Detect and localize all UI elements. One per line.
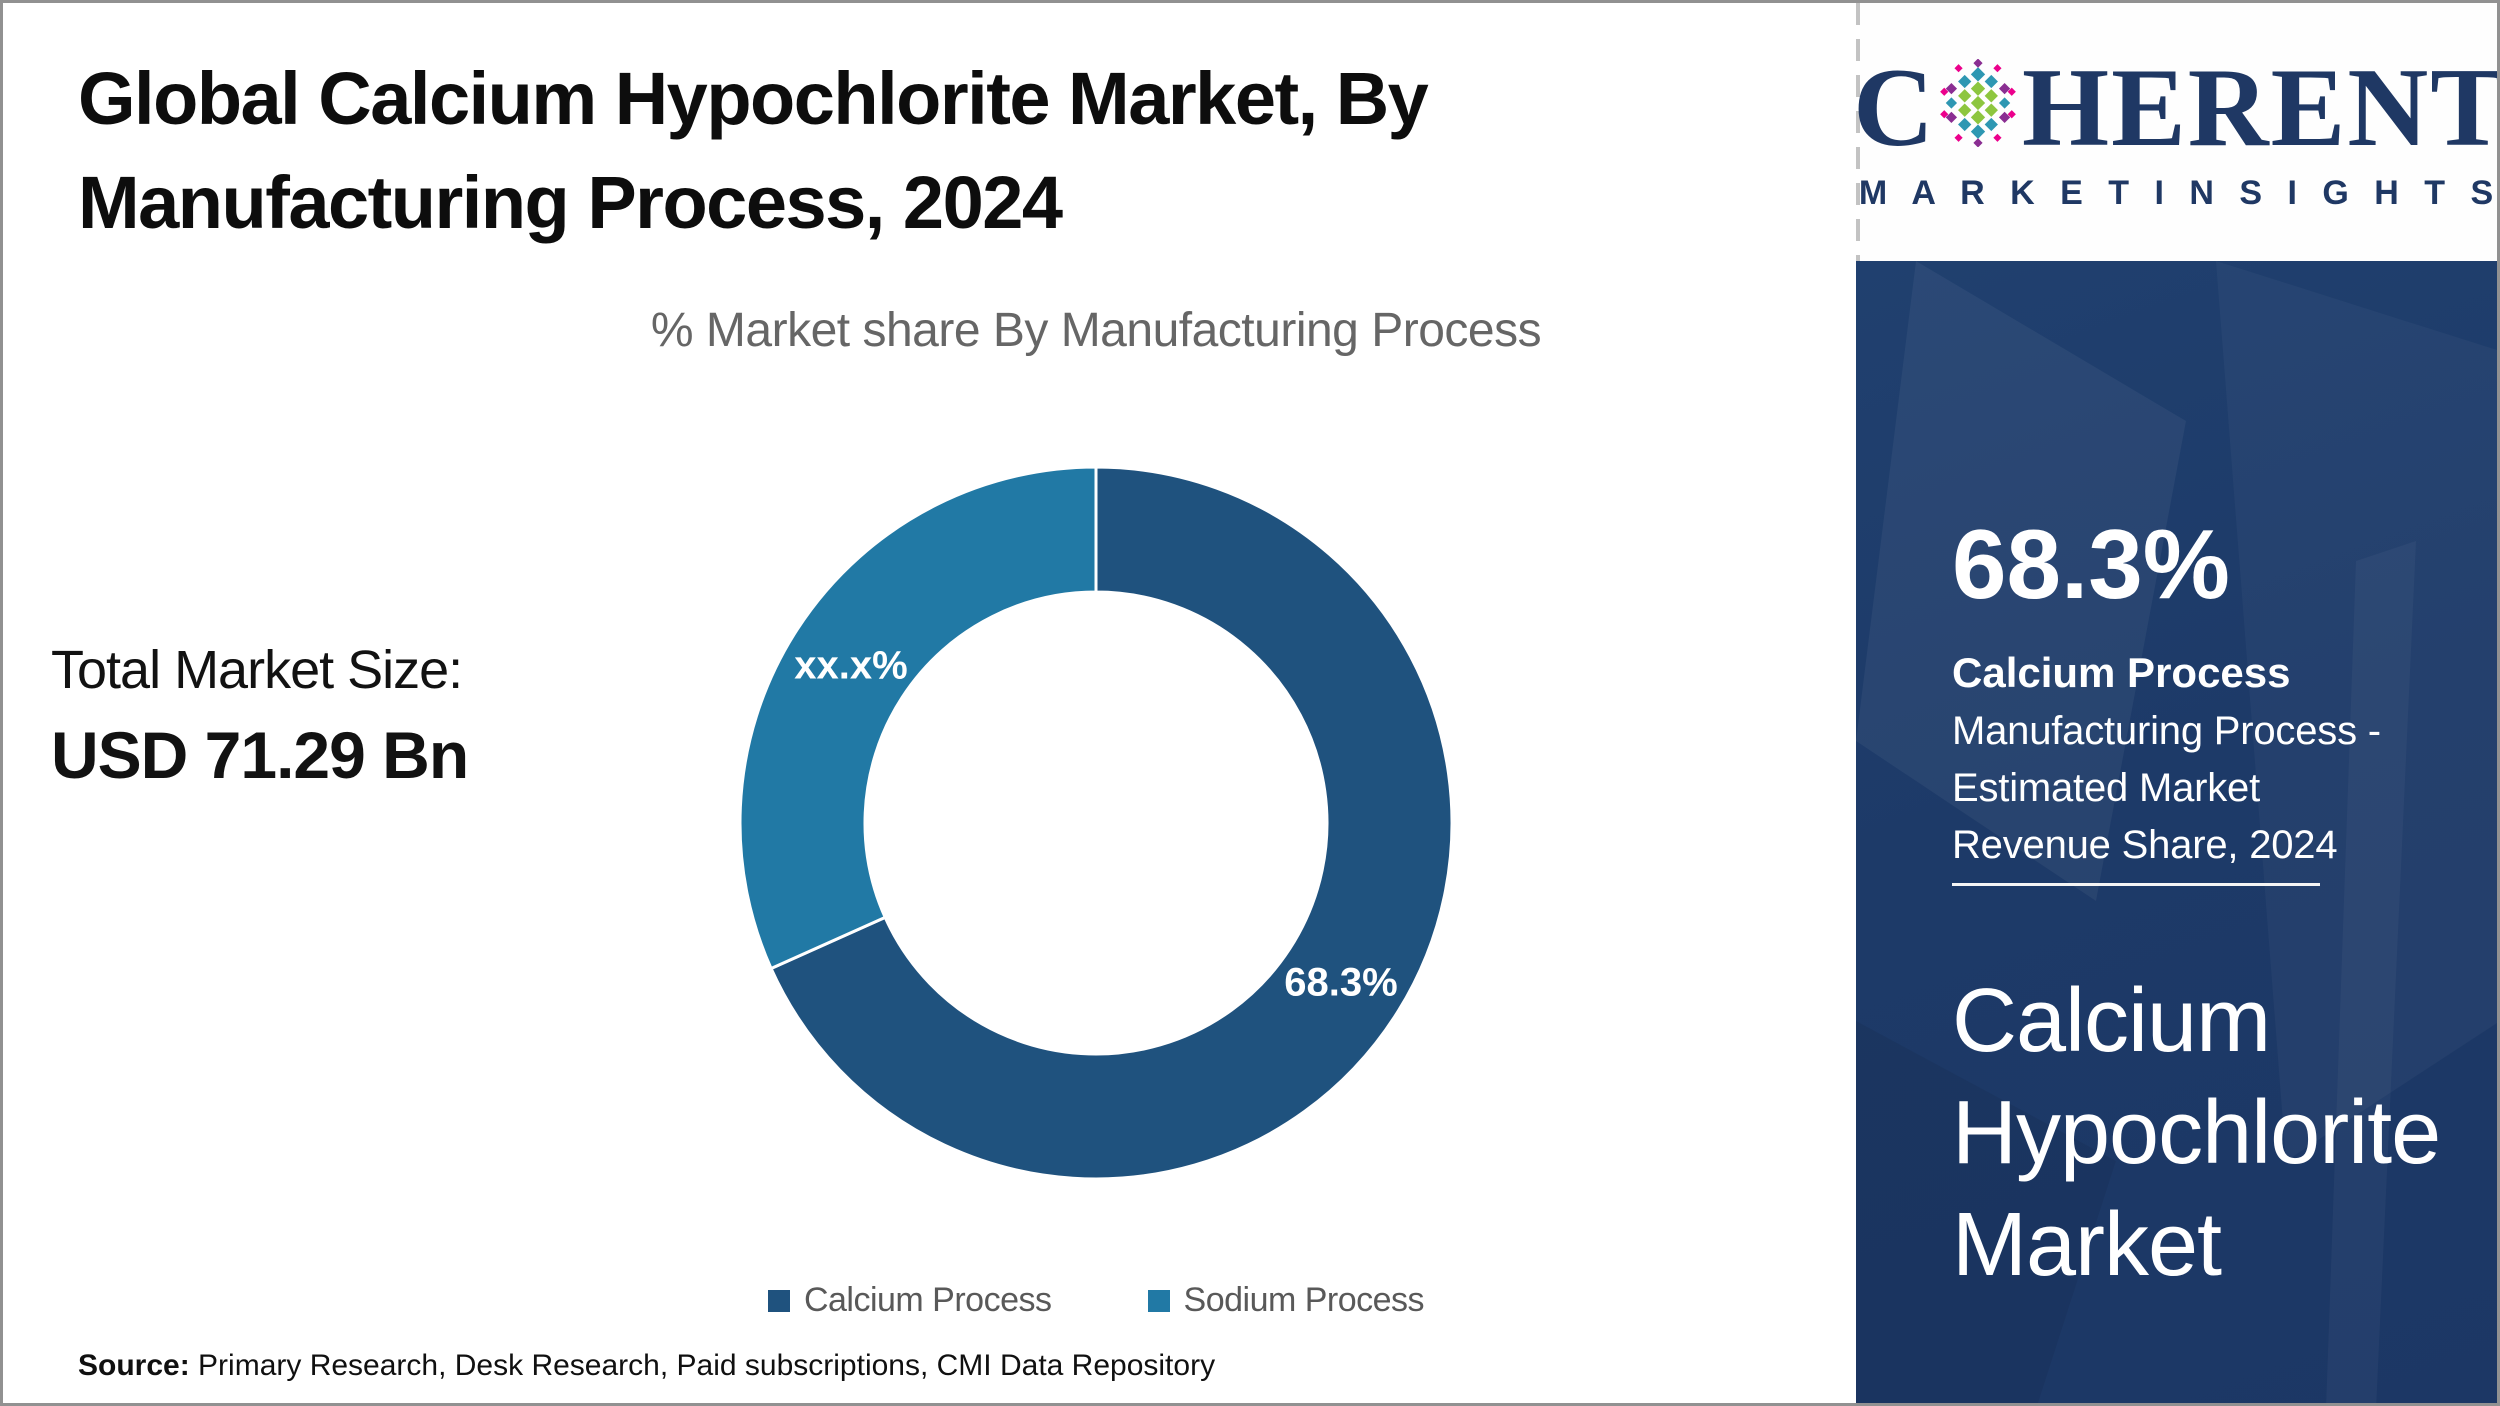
coherent-logo: C HERENT M A R K E T I N S I G H T S (1853, 3, 2500, 261)
source-line: Source: Primary Research, Desk Research,… (78, 1349, 1215, 1383)
total-market-label: Total Market Size: (51, 640, 463, 700)
donut-slice-calcium-process (769, 465, 1454, 1181)
logo-letters-herent: HERENT (2021, 45, 2500, 170)
chart-legend: Calcium Process Sodium Process (716, 1281, 1476, 1320)
donut-chart: 68.3% xx.x% (716, 443, 1476, 1203)
sidebar-texture (1856, 261, 2416, 1403)
legend-item-calcium-process: Calcium Process (767, 1281, 1052, 1320)
chart-subtitle: % Market share By Manufacturing Process (650, 304, 1542, 357)
donut-chart-svg: 68.3% xx.x% (738, 465, 1454, 1181)
legend-item-sodium-process: Sodium Process (1147, 1281, 1425, 1320)
sidebar-stat-value: 68.3% (1952, 509, 2230, 619)
total-market-block: Total Market Size: USD 71.29 Bn (51, 639, 469, 793)
sidebar-divider-line (1952, 883, 2320, 886)
sidebar-market-name: Calcium Hypochlorite Market (1952, 971, 2441, 1296)
page-title: Global Calcium Hypochlorite Market, By M… (78, 57, 1429, 244)
sidebar: 68.3% Calcium Process Manufacturing Proc… (1856, 261, 2497, 1403)
legend-swatch-calcium-icon (767, 1289, 790, 1312)
sidebar-stat-name: Calcium Process (1952, 649, 2291, 696)
logo-wordmark: C HERENT (1853, 45, 2500, 170)
logo-letter-c: C (1853, 45, 1936, 170)
donut-slice-label: 68.3% (1284, 961, 1397, 1005)
legend-label-calcium: Calcium Process (803, 1281, 1052, 1319)
legend-label-sodium: Sodium Process (1183, 1281, 1425, 1319)
legend-swatch-sodium-icon (1147, 1289, 1170, 1312)
donut-slice-sodium-process (738, 465, 1098, 970)
source-text: Primary Research, Desk Research, Paid su… (189, 1349, 1216, 1382)
source-label: Source: (78, 1349, 190, 1382)
dashed-divider (1856, 3, 1860, 261)
donut-slice-label: xx.x% (794, 643, 907, 687)
right-panel: C HERENT M A R K E T I N S I G H T S 68.… (1853, 3, 2500, 1403)
total-market-value: USD 71.29 Bn (51, 718, 469, 792)
logo-tagline: M A R K E T I N S I G H T S (1858, 173, 2500, 212)
logo-sphere-icon (1940, 58, 2016, 147)
sidebar-stat-description: Manufacturing Process - Estimated Market… (1952, 709, 2381, 867)
